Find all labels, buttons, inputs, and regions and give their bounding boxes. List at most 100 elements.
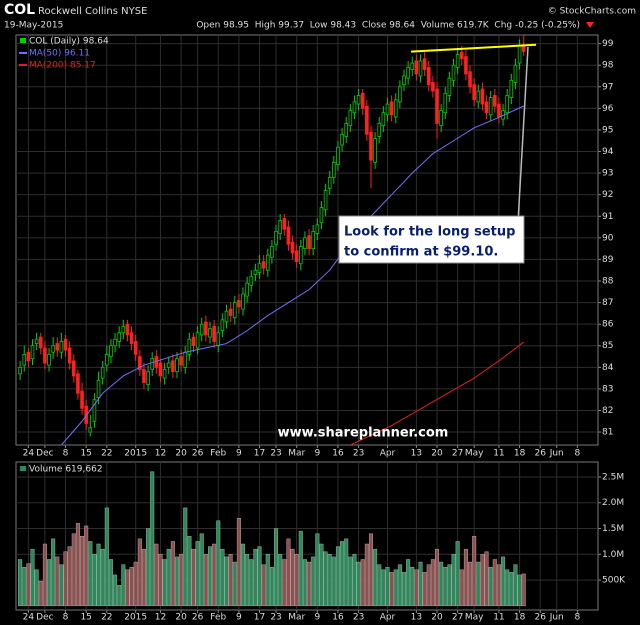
volume-bar [129,566,134,607]
candle-body [447,77,452,96]
candle-body [431,82,435,92]
candle-body [381,112,386,127]
volume-bar [430,559,435,607]
candle-body [393,99,398,118]
volume-bar [187,536,192,607]
x-tick-label: Mar [288,613,305,623]
volume-bar [88,541,93,607]
x-tick-label: May [465,613,484,623]
x-tick-label: 27 [452,449,463,459]
volume-bar [447,564,452,607]
candle-body [443,92,448,114]
volume-bar [150,471,155,607]
candle-body [92,399,97,422]
x-tick-label: 27 [452,613,463,623]
candle-body [493,95,497,107]
volume-bar [207,546,212,607]
candle-body [191,336,196,347]
date: 19-May-2015 [4,21,63,31]
x-tick-label: 18 [514,613,526,623]
volume-bar [426,564,431,607]
volume-bar [501,556,506,607]
candle-body [451,64,456,81]
volume-bar [63,551,68,607]
volume-bar [154,543,159,607]
candle-body [385,103,390,116]
x-tick-label: 15 [80,613,91,623]
candle-body [422,58,427,70]
candle-body [179,356,183,366]
candle-body [71,360,76,377]
candle-body [497,103,501,118]
candle-body [171,360,175,373]
candle-body [150,358,155,370]
x-tick-label: 26 [534,449,546,459]
x-tick-label: 22 [101,449,112,459]
x-tick-label: May [465,449,484,459]
candle-body [274,230,278,245]
moving-average [61,105,524,445]
volume-bar [22,566,27,607]
volume-bar [509,572,514,607]
volume-bar [410,566,415,607]
candle-body [253,269,258,275]
candle-body [109,345,113,357]
candle-body [166,362,171,368]
candle-body [133,341,138,355]
volume-bar [179,554,184,607]
volume-bar [282,559,287,607]
y-tick-label: 86 [602,320,614,330]
volume-bar [203,554,208,607]
volume-bar [100,548,105,607]
volume-bar [340,541,345,607]
volume-bar [253,548,258,607]
candle-body [307,235,311,250]
candle-body [245,282,249,297]
candle-body [294,250,299,262]
y-tick-label: 2.0M [602,498,624,508]
volume-bar [488,566,493,607]
volume-bar [327,554,332,607]
x-tick-label: 16 [332,613,344,623]
candle-body [175,358,179,373]
volume-bar [397,564,402,607]
volume-bar [496,564,501,607]
volume-bar [414,569,419,607]
trendline [410,43,537,53]
x-tick-label: Dec [36,449,53,459]
y-tick-label: 98 [602,61,614,71]
x-tick-label: 9 [314,613,320,623]
volume-bar [71,533,76,607]
volume-bar [125,569,130,607]
candle-body [51,345,55,353]
volume-bar [108,559,113,607]
candle-body [249,276,254,286]
candle-body [484,101,489,114]
volume-bar [80,536,85,607]
candle-body [183,351,188,368]
candle-body [480,88,485,105]
volume-bar [335,546,340,607]
volume-bar [220,548,225,607]
volume-bar [348,556,353,607]
candle-body [377,123,382,137]
x-tick-label: 22 [101,613,112,623]
x-tick-label: 11 [493,449,504,459]
volume-plot [16,462,598,610]
company: Rockwell Collins NYSE [38,6,147,17]
candle-body [43,347,47,364]
x-tick-label: Jun [549,449,564,459]
volume-bar [133,561,138,607]
candle-body [47,353,51,366]
volume-bar [302,559,307,607]
watermark: www.shareplanner.com [278,426,449,441]
x-tick-label: 9 [314,449,320,459]
y-tick-label: 96 [602,104,614,114]
symbol: COL [4,2,35,18]
x-tick-label: 8 [574,449,580,459]
candle-body [517,45,522,64]
candle-body [212,325,216,342]
volume-bar [278,554,283,607]
x-tick-label: 23 [270,449,281,459]
candle-body [121,325,126,334]
